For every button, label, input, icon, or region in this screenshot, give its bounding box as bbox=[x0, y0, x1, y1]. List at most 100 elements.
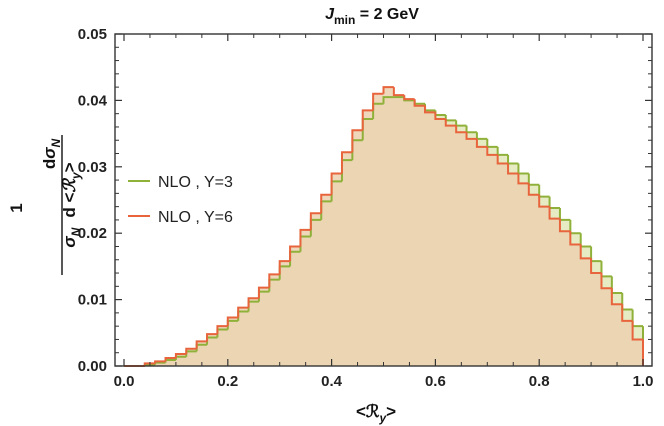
x-axis-label-subscript: y bbox=[378, 411, 387, 425]
bin-series-1-29 bbox=[424, 105, 436, 114]
x-tick-label: 0.8 bbox=[529, 373, 550, 390]
bin-series-1-31 bbox=[444, 118, 457, 127]
bin-series-1-18 bbox=[309, 212, 322, 230]
bin-series-1-25 bbox=[382, 86, 394, 94]
y-tick-label: 0.01 bbox=[78, 292, 107, 309]
bin-series-1-8 bbox=[206, 333, 218, 342]
bin-series-1-33 bbox=[465, 132, 477, 140]
ylabel-den-sub: N bbox=[69, 227, 83, 236]
bin-series-1-43 bbox=[569, 231, 581, 246]
bin-series-1-9 bbox=[216, 325, 228, 335]
bin-series-1-46 bbox=[600, 273, 612, 290]
bin-series-1-41 bbox=[548, 206, 560, 220]
bin-series-0-42 bbox=[558, 207, 571, 221]
ylabel-den-sigma: σ bbox=[60, 236, 79, 248]
bin-series-0-43 bbox=[569, 219, 581, 235]
bin-series-1-49 bbox=[631, 320, 643, 341]
bin-series-1-22 bbox=[351, 129, 363, 153]
bin-series-1-28 bbox=[413, 99, 426, 107]
bin-series-0-33 bbox=[465, 125, 477, 134]
histogram-fill-series-1 bbox=[124, 87, 643, 367]
ylabel-den-r: ℛ bbox=[60, 178, 79, 193]
ylabel-num-sub: N bbox=[49, 139, 63, 148]
legend-label-y3: NLO , Y=3 bbox=[158, 174, 233, 191]
bin-series-1-45 bbox=[590, 258, 602, 275]
x-tick-label: 0.4 bbox=[321, 373, 343, 390]
bin-series-0-39 bbox=[527, 173, 540, 186]
bin-series-1-24 bbox=[372, 92, 384, 111]
x-tick-label: 0.6 bbox=[425, 373, 446, 390]
y-tick-label: 0.05 bbox=[78, 26, 107, 43]
bin-series-0-32 bbox=[455, 120, 467, 127]
bin-series-1-48 bbox=[621, 304, 633, 322]
title-symbol: J bbox=[325, 6, 335, 23]
x-axis-label: <ℛy> bbox=[356, 402, 396, 425]
bin-series-1-36 bbox=[496, 154, 509, 165]
bin-series-0-30 bbox=[434, 110, 446, 117]
y-axis-label-numerator: dσN bbox=[40, 139, 63, 170]
bin-series-1-11 bbox=[237, 306, 249, 318]
bin-series-1-20 bbox=[330, 172, 342, 195]
bin-series-1-19 bbox=[320, 193, 332, 214]
bin-series-1-38 bbox=[517, 173, 529, 185]
bin-series-1-27 bbox=[403, 95, 415, 101]
bin-series-0-47 bbox=[610, 276, 623, 294]
bin-series-1-40 bbox=[538, 194, 550, 208]
bin-series-1-15 bbox=[278, 260, 291, 275]
bin-series-0-25 bbox=[382, 96, 394, 104]
x-tick-label: 1.0 bbox=[633, 373, 654, 390]
bin-series-1-2 bbox=[143, 362, 156, 366]
bin-series-1-5 bbox=[174, 353, 187, 359]
x-axis-label-open: <ℛ bbox=[356, 402, 380, 421]
bin-series-0-40 bbox=[538, 184, 550, 198]
bin-series-1-23 bbox=[361, 109, 374, 131]
histogram-outlines bbox=[124, 86, 644, 367]
bin-series-1-42 bbox=[558, 218, 571, 233]
bin-series-0-45 bbox=[590, 246, 602, 263]
ylabel-den-close: > bbox=[60, 162, 79, 172]
bin-series-1-12 bbox=[247, 297, 259, 308]
bin-series-1-32 bbox=[455, 125, 467, 134]
tick-labels: 0.0 0.2 0.4 0.6 0.8 1.0 0.00 0.01 0.02 0.03 0.04 0.… bbox=[78, 26, 654, 390]
bin-series-0-34 bbox=[475, 132, 488, 140]
y-tick-label: 0.04 bbox=[78, 92, 108, 109]
y-tick-label: 0.02 bbox=[78, 225, 107, 242]
bin-series-0-38 bbox=[517, 163, 529, 175]
bin-series-1-14 bbox=[268, 273, 280, 288]
bin-series-0-31 bbox=[444, 115, 457, 122]
y-tick-label: 0.00 bbox=[78, 358, 107, 375]
bin-series-0-37 bbox=[507, 154, 519, 165]
bin-series-1-30 bbox=[434, 112, 446, 120]
histogram-fills bbox=[124, 87, 643, 367]
bin-series-1-16 bbox=[289, 245, 301, 262]
ylabel-den-d: d < bbox=[60, 193, 79, 218]
bin-series-0-35 bbox=[486, 138, 498, 148]
bin-series-1-44 bbox=[579, 244, 592, 260]
ylabel-num-d: d bbox=[40, 159, 59, 169]
bin-series-0-29 bbox=[424, 103, 436, 112]
y-axis-label: 1 dσN σNd <ℛy> bbox=[7, 135, 83, 275]
legend: NLO , Y=3 NLO , Y=6 bbox=[128, 174, 233, 226]
bin-series-1-6 bbox=[185, 347, 197, 355]
bin-series-1-47 bbox=[610, 288, 623, 306]
legend-label-y6: NLO , Y=6 bbox=[158, 209, 233, 226]
bin-series-0-44 bbox=[579, 233, 592, 248]
bin-series-1-4 bbox=[164, 357, 176, 362]
axis-ticks bbox=[115, 33, 652, 367]
bin-series-0-46 bbox=[600, 261, 612, 278]
title-rest: = 2 GeV bbox=[355, 6, 419, 23]
bin-series-1-13 bbox=[257, 286, 270, 299]
title-subscript: min bbox=[334, 13, 355, 27]
bin-series-0-49 bbox=[631, 309, 643, 328]
bin-series-1-3 bbox=[154, 360, 166, 364]
bin-series-0-41 bbox=[548, 196, 560, 209]
bin-series-1-7 bbox=[195, 340, 208, 349]
x-tick-label: 0.0 bbox=[114, 373, 135, 390]
bin-series-1-37 bbox=[507, 163, 519, 175]
chart-title: Jmin = 2 GeV bbox=[325, 6, 419, 27]
bin-series-0-48 bbox=[621, 292, 633, 311]
ylabel-num-sigma: σ bbox=[40, 147, 59, 159]
bin-series-0-36 bbox=[496, 146, 509, 156]
bin-series-0-28 bbox=[413, 100, 426, 105]
